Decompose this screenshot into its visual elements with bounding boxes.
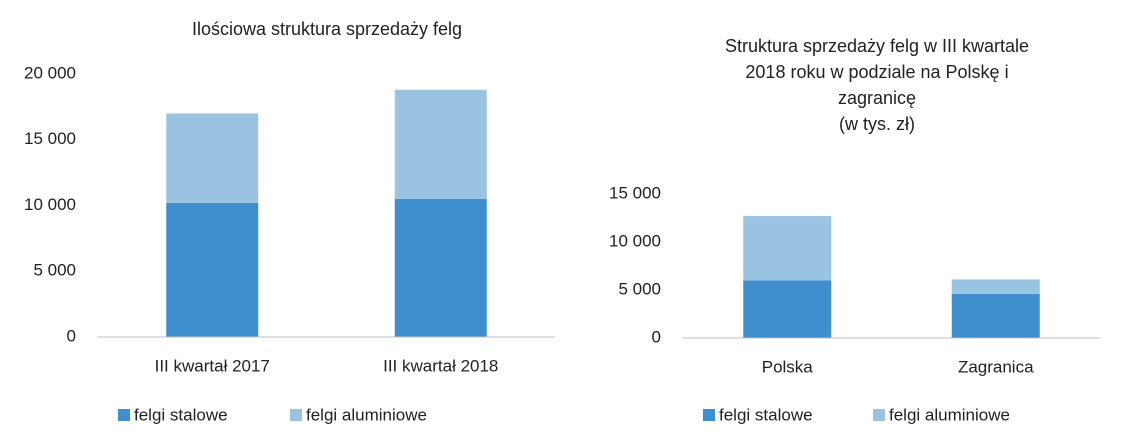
legend-label: felgi stalowe bbox=[134, 405, 228, 424]
x-tick-label: III kwartał 2018 bbox=[383, 356, 498, 375]
x-tick-label: III kwartał 2017 bbox=[155, 356, 270, 375]
bar-segment bbox=[166, 202, 259, 337]
y-tick-label: 15 000 bbox=[24, 129, 76, 148]
bar-segment bbox=[951, 293, 1040, 338]
y-tick-label: 0 bbox=[67, 326, 76, 345]
legend-swatch bbox=[873, 409, 885, 421]
chart-title: Struktura sprzedaży felg w III kwartale bbox=[725, 36, 1029, 56]
y-tick-label: 10 000 bbox=[609, 231, 661, 250]
chart-title: 2018 roku w podziale na Polskę i bbox=[745, 62, 1008, 82]
y-tick-label: 5 000 bbox=[33, 261, 76, 280]
chart-title: (w tys. zł) bbox=[839, 114, 915, 134]
bar-segment bbox=[743, 216, 832, 281]
y-tick-label: 5 000 bbox=[618, 279, 661, 298]
bar-segment bbox=[394, 198, 487, 337]
y-tick-label: 0 bbox=[652, 327, 661, 346]
legend-swatch bbox=[290, 409, 302, 421]
x-tick-label: Polska bbox=[762, 357, 814, 376]
y-tick-label: 20 000 bbox=[24, 63, 76, 82]
bar-segment bbox=[951, 279, 1040, 294]
chart-title: zagranicę bbox=[838, 88, 916, 108]
y-tick-label: 10 000 bbox=[24, 195, 76, 214]
legend-label: felgi aluminiowe bbox=[889, 405, 1010, 424]
bar-segment bbox=[166, 113, 259, 203]
x-tick-label: Zagranica bbox=[958, 357, 1034, 376]
legend-label: felgi aluminiowe bbox=[306, 405, 427, 424]
legend-label: felgi stalowe bbox=[719, 405, 813, 424]
bar-segment bbox=[743, 280, 832, 338]
y-tick-label: 15 000 bbox=[609, 183, 661, 202]
chart-title: Ilościowa struktura sprzedaży felg bbox=[192, 19, 462, 39]
bar-segment bbox=[394, 89, 487, 199]
legend-swatch bbox=[118, 409, 130, 421]
legend-swatch bbox=[703, 409, 715, 421]
